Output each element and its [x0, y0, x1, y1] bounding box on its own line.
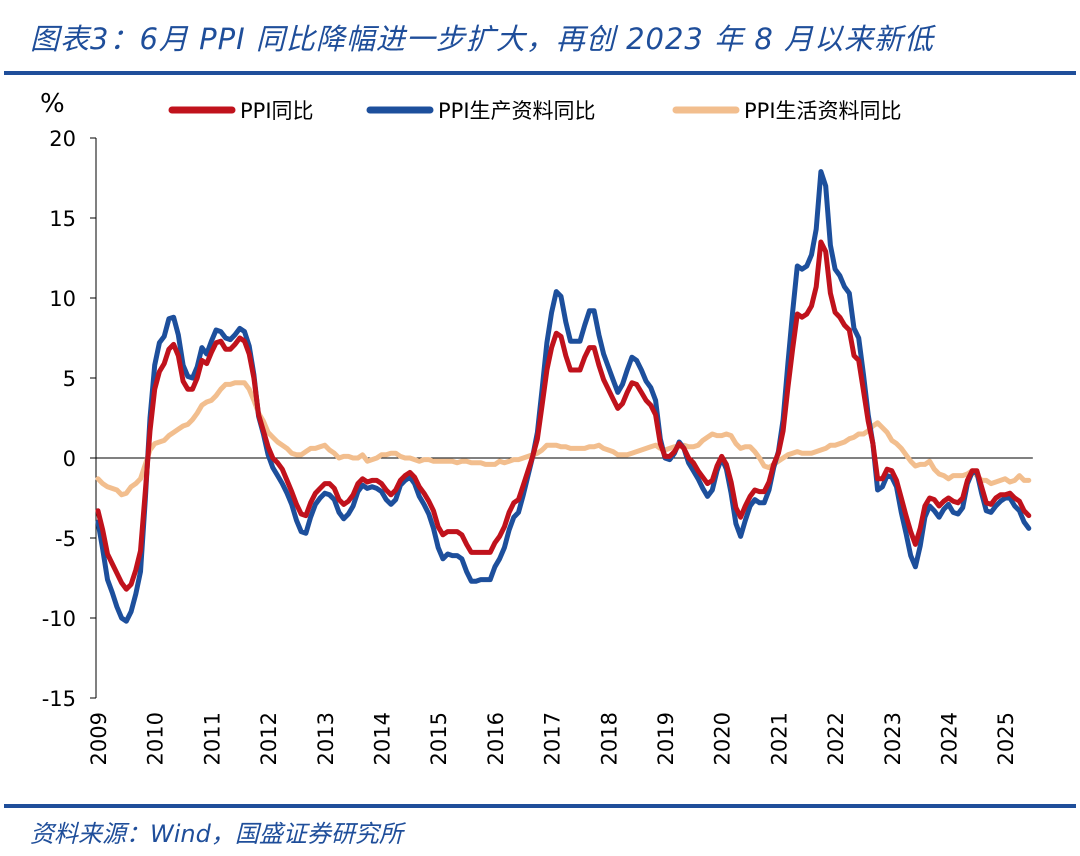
x-tick-label: 2016 [484, 712, 508, 765]
legend-item: PPI同比 [168, 99, 314, 123]
y-tick-label: 0 [63, 447, 76, 471]
legend-label: PPI生产资料同比 [438, 99, 596, 123]
legend-item: PPI生产资料同比 [366, 99, 596, 123]
top-rule [4, 71, 1076, 75]
y-tick-label: 10 [49, 287, 76, 311]
y-tick-label: 5 [63, 367, 76, 391]
x-tick-label: 2013 [314, 712, 338, 765]
legend: PPI同比 PPI生产资料同比 PPI生活资料同比 [168, 99, 902, 123]
x-tick-label: 2019 [654, 712, 678, 765]
y-tick-label: -10 [42, 607, 76, 631]
series-line-0 [95, 239, 1032, 592]
x-tick-label: 2020 [711, 712, 735, 765]
y-axis-unit: % [40, 89, 65, 119]
x-tick-label: 2023 [881, 712, 905, 765]
x-tick-label: 2024 [938, 712, 962, 765]
y-tick-label: -15 [42, 687, 76, 711]
x-tick-label: 2025 [994, 712, 1018, 765]
series-line-2 [95, 380, 1032, 498]
x-tick-label: 2010 [144, 712, 168, 765]
x-tick-label: 2021 [767, 712, 791, 765]
y-tick-label: 15 [49, 207, 76, 231]
legend-item: PPI生活资料同比 [672, 99, 902, 123]
x-tick-label: 2011 [200, 712, 224, 765]
y-tick-label: -5 [55, 527, 76, 551]
x-tick-label: 2022 [824, 712, 848, 765]
source-note: 资料来源：Wind，国盛证券研究所 [30, 820, 403, 848]
series-line-1 [95, 169, 1032, 624]
legend-label: PPI同比 [240, 99, 314, 123]
y-tick-label: 20 [49, 127, 76, 151]
x-tick-label: 2014 [371, 712, 395, 765]
x-tick-label: 2015 [427, 712, 451, 765]
x-tick-label: 2018 [597, 712, 621, 765]
legend-label: PPI生活资料同比 [744, 99, 902, 123]
chart-title: 图表3：6月 PPI 同比降幅进一步扩大，再创 2023 年 8 月以来新低 [30, 22, 934, 56]
x-tick-label: 2012 [257, 712, 281, 765]
series-lines [95, 169, 1032, 624]
bottom-rule [4, 804, 1076, 808]
x-tick-label: 2017 [541, 712, 565, 765]
x-tick-label: 2009 [87, 712, 111, 765]
